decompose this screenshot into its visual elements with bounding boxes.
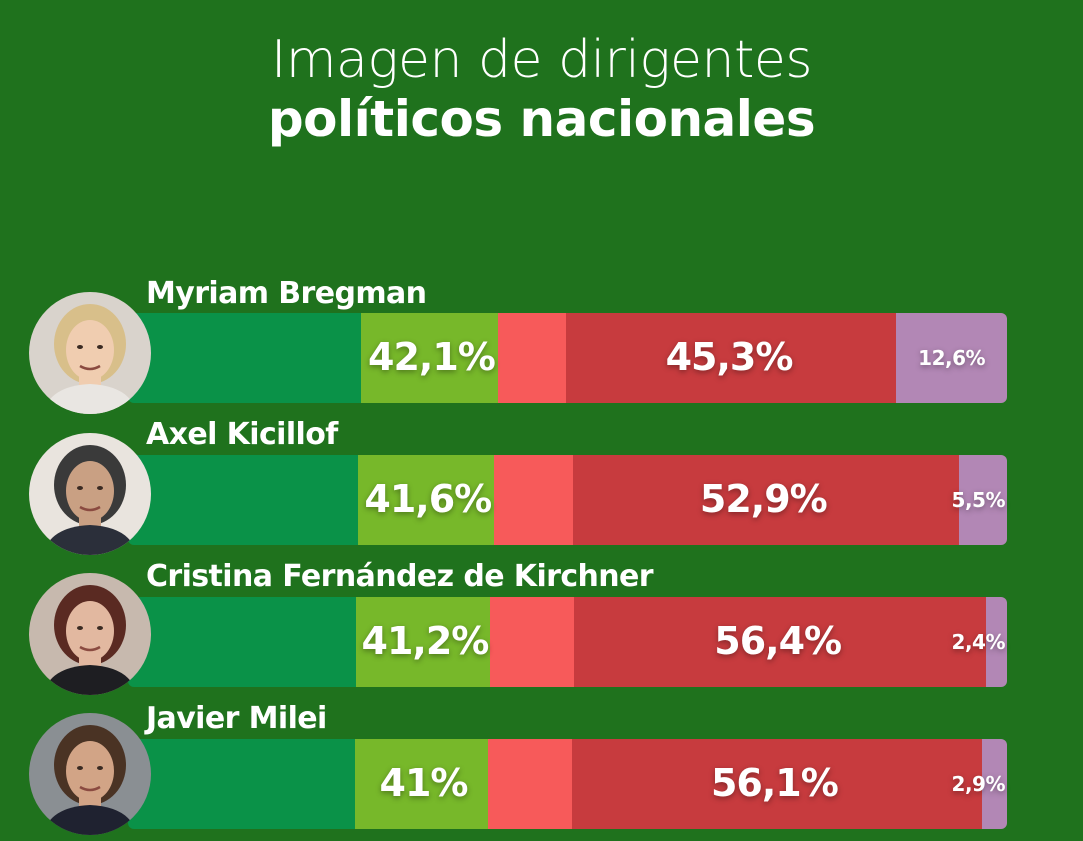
title-line-2: políticos nacionales [267,90,816,148]
bar-negative-strong [572,739,982,829]
bar-negative-soft [490,597,575,687]
bar-positive-strong [128,739,356,829]
bar-negative-strong [572,455,959,545]
bar-negative-soft [498,313,566,403]
data-label-negative: 52,9% [699,477,828,521]
data-label-negative: 56,1% [710,761,839,805]
bar-positive-strong [128,455,359,545]
bar-positive-soft [356,597,491,687]
title-line-1: Imagen de dirigentes [271,30,812,90]
bar-negative-strong [574,597,986,687]
data-label-unknown: 5,5% [951,488,1006,512]
data-label-positive: 42,1% [368,335,496,379]
category-label: Axel Kicillof [146,417,338,452]
data-label-negative: 56,4% [714,619,842,663]
data-label-positive: 41,2% [361,619,490,663]
category-label: Javier Milei [146,701,327,736]
bar-positive-soft [358,455,494,545]
bar-positive-strong [128,313,362,403]
bar-track [128,313,1007,403]
bar-unknown [981,739,1007,829]
bar-negative-strong [565,313,897,403]
bar-track [128,455,1007,545]
bar-negative-soft [493,455,573,545]
bar-track [128,739,1007,829]
avatar-icon [29,433,151,555]
bar-track [128,597,1007,687]
bar-positive-soft [361,313,499,403]
bar-unknown [985,597,1007,687]
bar-positive-soft [355,739,489,829]
bar-negative-soft [488,739,573,829]
data-label-unknown: 2,4% [951,630,1006,654]
category-label: Cristina Fernández de Kirchner [146,559,654,594]
bar-unknown [896,313,1007,403]
data-label-positive: 41% [379,761,469,805]
category-label: Myriam Bregman [146,276,427,311]
avatar-icon [29,573,151,695]
avatar-icon [29,713,151,835]
data-label-unknown: 12,6% [918,346,986,370]
avatar-icon [29,292,151,414]
data-label-negative: 45,3% [665,335,794,379]
data-label-positive: 41,6% [364,477,492,521]
data-label-unknown: 2,9% [951,772,1006,796]
bar-unknown [958,455,1007,545]
chart-title: Imagen de dirigentes políticos nacionale… [0,30,1083,148]
bar-positive-strong [128,597,357,687]
